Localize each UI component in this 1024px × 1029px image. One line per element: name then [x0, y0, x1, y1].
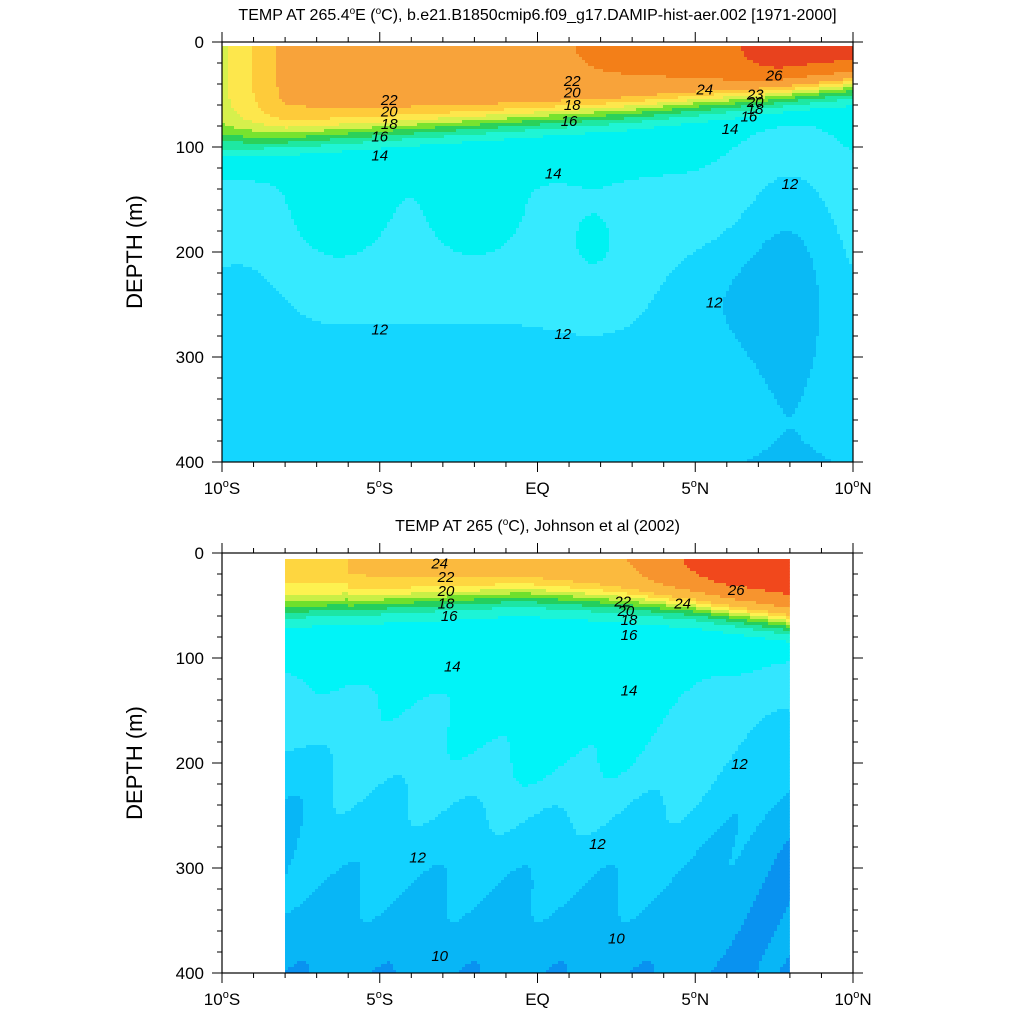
title-part: E (: [355, 7, 376, 24]
temperature-field: [222, 553, 856, 974]
y-tick-label: 200: [176, 243, 204, 262]
contour-label: 16: [741, 109, 758, 126]
contour-label: 12: [782, 176, 799, 193]
panel-title: TEMP AT 265 (oC), Johnson et al (2002): [395, 517, 680, 535]
y-axis-label: DEPTH (m): [122, 706, 147, 820]
contour-label: 18: [564, 97, 581, 114]
x-tick-label: 10oN: [834, 478, 871, 498]
contour-label: 16: [441, 608, 458, 625]
y-tick-label: 200: [176, 754, 204, 773]
contour-label: 12: [554, 326, 571, 343]
y-axis-label: DEPTH (m): [122, 195, 147, 309]
x-tick-label: EQ: [525, 479, 550, 498]
contour-label: 14: [371, 147, 388, 164]
contour-label: 12: [409, 850, 426, 867]
x-tick-label: EQ: [525, 990, 550, 1009]
x-tick-label: 5oS: [366, 989, 393, 1009]
contour-label: 12: [731, 756, 748, 773]
title-part: C), b.e21.B1850cmip6.f09_g17.DAMIP-hist-…: [381, 7, 836, 24]
contour-label: 10: [608, 930, 625, 947]
contour-label: 24: [673, 595, 691, 612]
x-tick-label: 5oN: [681, 478, 709, 498]
y-tick-label: 100: [176, 649, 204, 668]
contour-label: 14: [621, 683, 638, 700]
contour-label: 14: [722, 121, 739, 138]
y-tick-label: 0: [195, 33, 204, 52]
x-tick-label: 10oS: [204, 478, 240, 498]
contour-label: 16: [561, 113, 578, 130]
contour-label: 10: [431, 948, 448, 965]
contour-label: 12: [589, 836, 606, 853]
contour-label: 16: [621, 627, 638, 644]
contour-label: 26: [727, 582, 745, 599]
y-tick-label: 0: [195, 544, 204, 563]
contour-label: 12: [371, 322, 388, 339]
panel-bottom-observations: TEMP AT 265 (oC), Johnson et al (2002) D…: [122, 517, 872, 1009]
contour-label: 14: [545, 165, 562, 182]
contour-label: 16: [371, 129, 388, 146]
y-tick-label: 100: [176, 138, 204, 157]
contour-label: 26: [765, 68, 783, 85]
x-tick-label: 5oN: [681, 989, 709, 1009]
x-tick-label: 5oS: [366, 478, 393, 498]
panel-top-model: TEMP AT 265.4oE (oC), b.e21.B1850cmip6.f…: [122, 6, 872, 498]
x-tick-label: 10oN: [834, 989, 871, 1009]
y-tick-label: 300: [176, 859, 204, 878]
y-tick-label: 300: [176, 348, 204, 367]
title-part: C), Johnson et al (2002): [508, 518, 680, 535]
title-part: TEMP AT 265 (: [395, 518, 503, 535]
x-tick-label: 10oS: [204, 989, 240, 1009]
y-tick-label: 400: [176, 453, 204, 472]
title-part: TEMP AT 265.4: [238, 7, 349, 24]
contour-label: 12: [706, 294, 723, 311]
panel-title: TEMP AT 265.4oE (oC), b.e21.B1850cmip6.f…: [238, 6, 836, 24]
y-tick-label: 400: [176, 964, 204, 983]
contour-label: 24: [695, 81, 713, 98]
contour-label: 14: [444, 658, 461, 675]
